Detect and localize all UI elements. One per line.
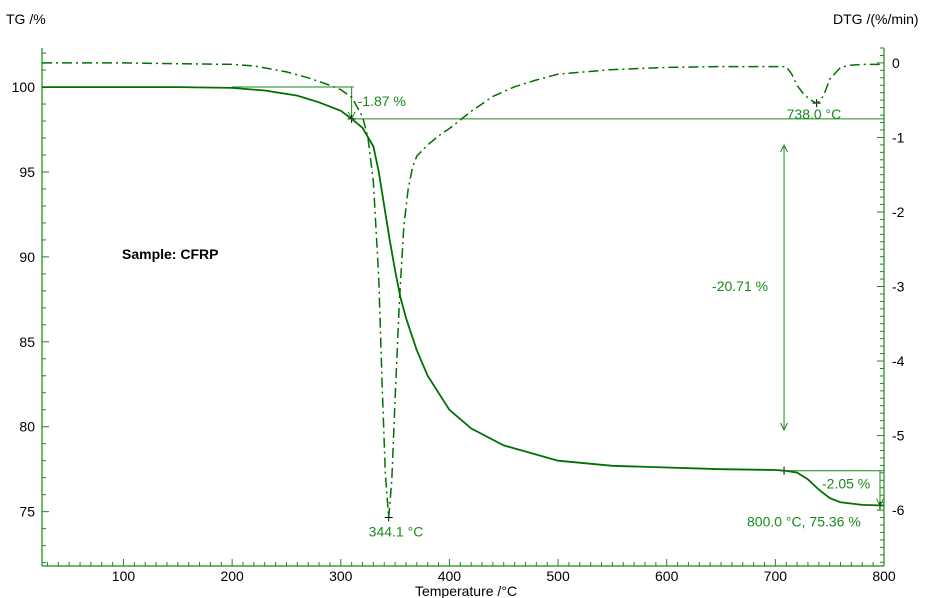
- x-tick-label: 600: [655, 568, 679, 584]
- y-right-axis-title: DTG /(%/min): [833, 11, 919, 27]
- dtg-series-line: [42, 62, 884, 518]
- y-left-tick-label: 95: [19, 164, 35, 180]
- step3-annotation-label: -2.05 %: [822, 476, 870, 492]
- y-right-tick-label: -1: [892, 129, 905, 145]
- y-right-tick-label: -3: [892, 279, 905, 295]
- y-right-tick-label: -6: [892, 502, 905, 518]
- y-left-tick-label: 90: [19, 249, 35, 265]
- tg-series-line: [42, 86, 885, 507]
- x-tick-label: 400: [438, 568, 462, 584]
- x-tick-label: 500: [546, 568, 570, 584]
- y-left-tick-label: 100: [12, 79, 36, 95]
- x-tick-label: 800: [872, 568, 896, 584]
- step2-arrowhead-top: [780, 143, 788, 153]
- x-tick-label: 100: [112, 568, 136, 584]
- annotation-lines: [232, 86, 884, 522]
- y-left-tick-label: 80: [19, 419, 35, 435]
- y-right-tick-label: -4: [892, 353, 905, 369]
- sample-label: Sample: CFRP: [122, 246, 218, 262]
- x-axis-title: Temperature /°C: [415, 583, 517, 598]
- x-tick-label: 200: [220, 568, 244, 584]
- x-tick-label: 300: [329, 568, 353, 584]
- step2-annotation-label: -20.71 %: [712, 278, 768, 294]
- y-left-axis-title: TG /%: [6, 11, 46, 27]
- y-left-tick-label: 75: [19, 504, 35, 520]
- peak1-annotation-label: 344.1 °C: [369, 524, 424, 540]
- end-point-annotation-label: 800.0 °C, 75.36 %: [747, 514, 861, 530]
- y-right-tick-label: 0: [892, 55, 900, 71]
- y-right-tick-label: -2: [892, 204, 905, 220]
- x-tick-label: 700: [764, 568, 788, 584]
- y-right-tick-label: -5: [892, 428, 905, 444]
- step2-arrowhead-bottom: [780, 422, 788, 432]
- step1-annotation-label: -1.87 %: [358, 93, 406, 109]
- axis-ticks: 100 200 300 400 500 600 700 800 75 80 85 90 95 100 0 -1…: [12, 47, 905, 584]
- peak2-annotation-label: 738.0 °C: [787, 106, 842, 122]
- y-left-tick-label: 85: [19, 334, 35, 350]
